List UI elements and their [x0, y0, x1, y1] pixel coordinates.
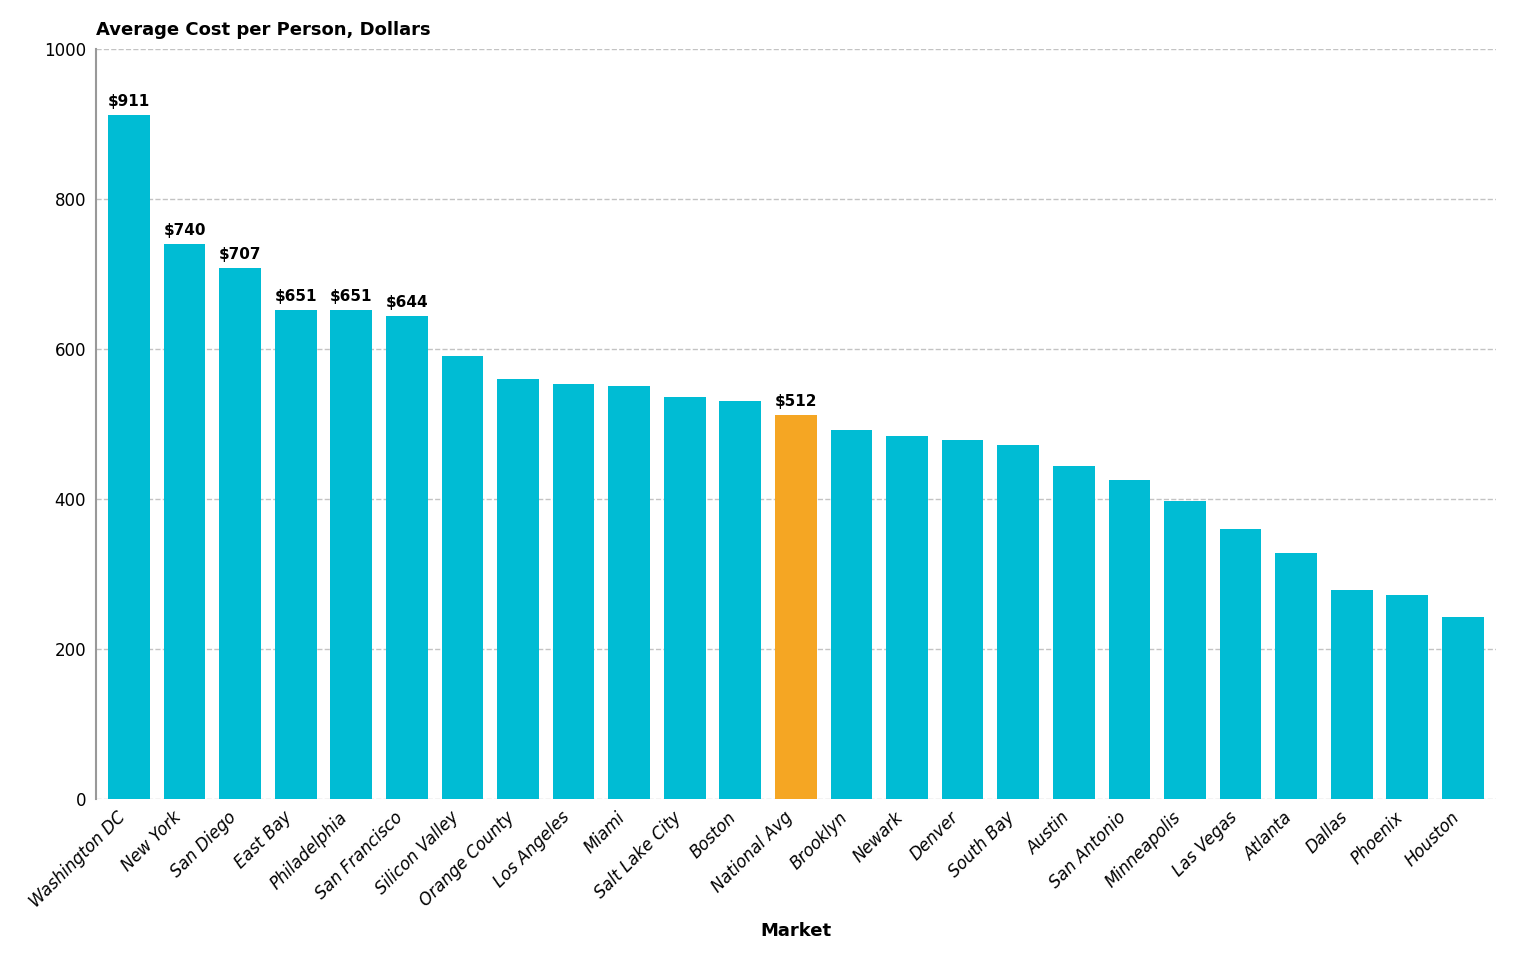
X-axis label: Market: Market — [760, 923, 831, 940]
Bar — [331, 310, 372, 799]
Bar — [164, 244, 205, 799]
Bar — [1387, 595, 1427, 799]
Bar — [1443, 617, 1484, 799]
Bar — [552, 383, 595, 799]
Bar — [1164, 501, 1206, 799]
Text: $707: $707 — [218, 247, 261, 262]
Bar — [719, 401, 762, 799]
Bar — [886, 436, 928, 799]
Bar — [108, 115, 150, 799]
Text: $644: $644 — [385, 295, 428, 309]
Bar — [1276, 554, 1317, 799]
Bar — [498, 379, 539, 799]
Bar — [441, 357, 484, 799]
Text: $740: $740 — [164, 223, 206, 237]
Bar — [942, 440, 983, 799]
Bar — [220, 268, 261, 799]
Bar — [831, 430, 872, 799]
Bar — [664, 398, 705, 799]
Bar — [1330, 590, 1373, 799]
Bar — [385, 315, 428, 799]
Bar — [1053, 466, 1095, 799]
Text: $512: $512 — [775, 394, 818, 408]
Bar — [997, 445, 1039, 799]
Text: $651: $651 — [331, 289, 373, 305]
Bar — [775, 414, 816, 799]
Bar — [608, 386, 649, 799]
Text: $911: $911 — [108, 94, 150, 110]
Text: Average Cost per Person, Dollars: Average Cost per Person, Dollars — [96, 21, 431, 38]
Bar — [275, 310, 317, 799]
Bar — [1220, 529, 1261, 799]
Text: $651: $651 — [275, 289, 317, 305]
Bar — [1109, 480, 1150, 799]
